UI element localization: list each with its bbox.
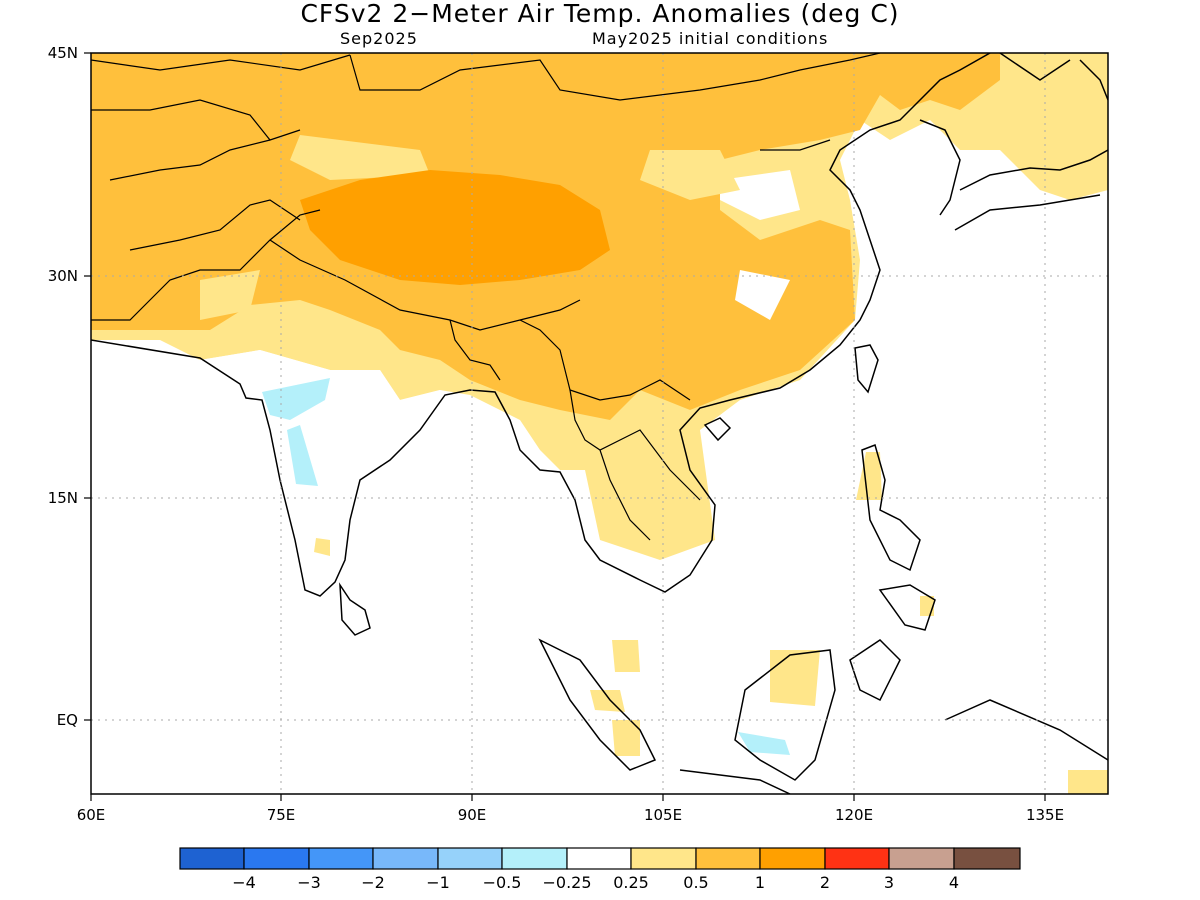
colorbar-label-11: 4: [949, 873, 959, 892]
lat-label-15n: 15N: [48, 489, 78, 507]
lat-label-eq: EQ: [57, 711, 78, 729]
colorbar-box-9: [759, 847, 826, 870]
colorbar-label-7: 0.5: [683, 873, 708, 892]
lat-label-30n: 30N: [48, 267, 78, 285]
colorbar-box-4: [437, 847, 503, 870]
colorbar-label-8: 1: [755, 873, 765, 892]
plot-frame: [90, 52, 1109, 795]
colorbar-box-12: [953, 847, 1021, 870]
colorbar-box-11: [888, 847, 955, 870]
initial-conditions: May2025 initial conditions: [592, 29, 829, 48]
lon-label-120e: 120E: [835, 806, 873, 824]
lon-label-75e: 75E: [267, 806, 296, 824]
colorbar-label-6: 0.25: [613, 873, 649, 892]
anomaly-band-2: [300, 170, 610, 285]
colorbar-box-3: [372, 847, 439, 870]
coastlines: [91, 53, 1108, 794]
colorbar-label-10: 3: [884, 873, 894, 892]
colorbar-box-8: [695, 847, 761, 870]
lon-label-90e: 90E: [458, 806, 487, 824]
graticule: [91, 53, 1108, 794]
colorbar-box-0: [179, 847, 245, 870]
colorbar-label-0: −4: [232, 873, 256, 892]
colorbar-box-6: [566, 847, 632, 870]
colorbar-label-5: −0.25: [542, 873, 591, 892]
forecast-month: Sep2025: [340, 29, 418, 48]
lon-label-60e: 60E: [77, 806, 106, 824]
colorbar-label-3: −1: [426, 873, 450, 892]
anomaly-field: [91, 53, 1108, 794]
colorbar-box-1: [243, 847, 310, 870]
lon-label-135e: 135E: [1026, 806, 1064, 824]
borders: [91, 53, 881, 541]
colorbar-label-4: −0.5: [483, 873, 522, 892]
anomaly-band-neg: [262, 378, 330, 420]
lat-label-45n: 45N: [48, 44, 78, 62]
colorbar-box-2: [308, 847, 374, 870]
map-title: CFSv2 2−Meter Air Temp. Anomalies (deg C…: [300, 0, 900, 28]
colorbar-label-2: −2: [361, 873, 385, 892]
colorbar-label-1: −3: [297, 873, 321, 892]
colorbar-box-7: [630, 847, 697, 870]
colorbar-label-9: 2: [820, 873, 830, 892]
colorbar-box-5: [501, 847, 568, 870]
colorbar: −4 −3 −2 −1 −0.5 −0.25 0.25 0.5 1 2 3 4: [179, 847, 1021, 892]
colorbar-box-10: [824, 847, 890, 870]
lon-label-105e: 105E: [644, 806, 682, 824]
